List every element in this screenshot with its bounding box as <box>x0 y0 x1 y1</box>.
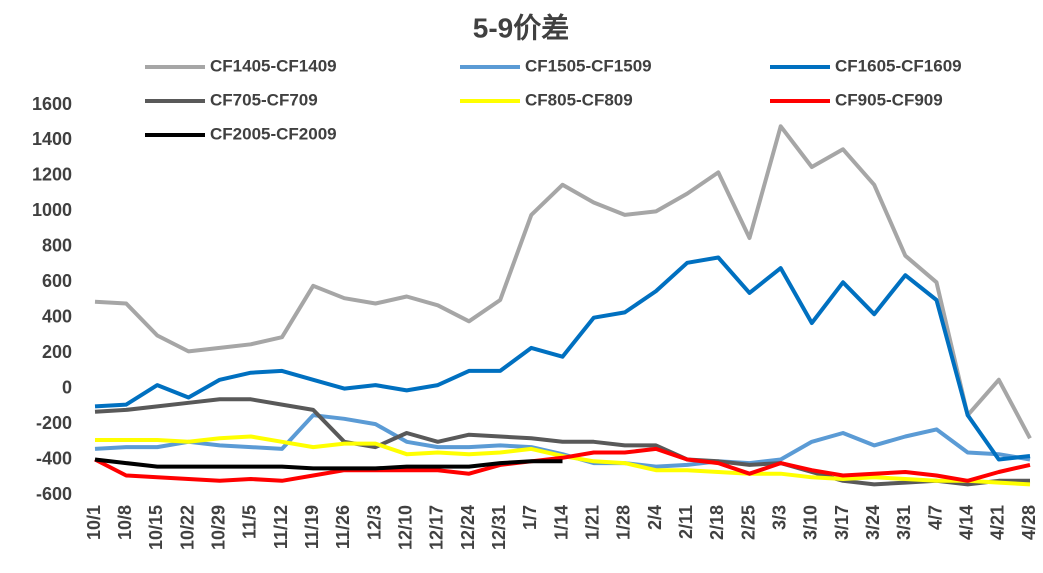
series-line <box>94 255 1031 462</box>
x-tick-label: 1/28 <box>614 505 634 540</box>
x-tick-label: 11/26 <box>333 505 353 549</box>
y-tick-label: 1200 <box>32 165 72 185</box>
x-tick-label: 3/31 <box>894 505 914 540</box>
legend-label: CF2005-CF2009 <box>210 124 337 143</box>
x-tick-label: 10/1 <box>84 505 104 540</box>
legend-label: CF805-CF809 <box>525 90 633 109</box>
x-tick-label: 3/17 <box>832 505 852 540</box>
x-tick-label: 2/11 <box>676 505 696 539</box>
y-tick-label: 1600 <box>32 94 72 114</box>
x-tick-label: 1/14 <box>551 505 571 540</box>
x-tick-label: 12/17 <box>427 505 447 550</box>
y-tick-label: 200 <box>42 342 72 362</box>
x-tick-label: 4/14 <box>956 505 976 540</box>
legend-label: CF905-CF909 <box>835 90 943 109</box>
y-tick-label: 1000 <box>32 200 72 220</box>
series-line <box>94 397 1030 487</box>
legend-label: CF705-CF709 <box>210 90 318 109</box>
x-tick-label: 2/25 <box>738 505 758 540</box>
x-tick-label: 1/21 <box>582 505 602 540</box>
x-tick-label: 11/19 <box>302 505 322 549</box>
x-tick-label: 11/12 <box>271 505 291 549</box>
series-line <box>94 124 1032 440</box>
legend-label: CF1605-CF1609 <box>835 56 962 75</box>
x-tick-label: 10/8 <box>115 505 135 540</box>
y-tick-label: 0 <box>62 377 72 397</box>
x-tick-label: 10/15 <box>146 505 166 550</box>
x-tick-label: 12/24 <box>458 505 478 550</box>
y-tick-label: -200 <box>36 413 72 433</box>
x-tick-label: 1/7 <box>520 505 540 530</box>
y-tick-label: 800 <box>42 236 72 256</box>
x-tick-label: 12/10 <box>395 505 415 550</box>
x-tick-label: 2/4 <box>645 505 665 530</box>
legend-label: CF1405-CF1409 <box>210 56 337 75</box>
series-line <box>94 446 1031 483</box>
y-tick-label: 1400 <box>32 129 72 149</box>
y-tick-label: -400 <box>36 448 72 468</box>
x-tick-label: 10/29 <box>208 505 228 550</box>
x-tick-label: 3/24 <box>863 505 883 540</box>
x-tick-label: 3/10 <box>801 505 821 540</box>
x-tick-label: 4/28 <box>1019 505 1039 540</box>
chart-title: 5-9价差 <box>473 11 569 43</box>
x-tick-label: 10/22 <box>177 505 197 550</box>
x-tick-label: 4/21 <box>988 505 1008 540</box>
series-line <box>94 457 563 471</box>
x-tick-label: 3/3 <box>769 505 789 530</box>
y-tick-label: -600 <box>36 484 72 504</box>
x-tick-label: 11/5 <box>240 505 260 539</box>
x-tick-label: 4/7 <box>925 505 945 530</box>
legend-label: CF1505-CF1509 <box>525 56 652 75</box>
x-tick-label: 2/18 <box>707 505 727 540</box>
x-tick-label: 12/31 <box>489 505 509 550</box>
x-tick-label: 12/3 <box>364 505 384 540</box>
y-tick-label: 400 <box>42 306 72 326</box>
y-tick-label: 600 <box>42 271 72 291</box>
